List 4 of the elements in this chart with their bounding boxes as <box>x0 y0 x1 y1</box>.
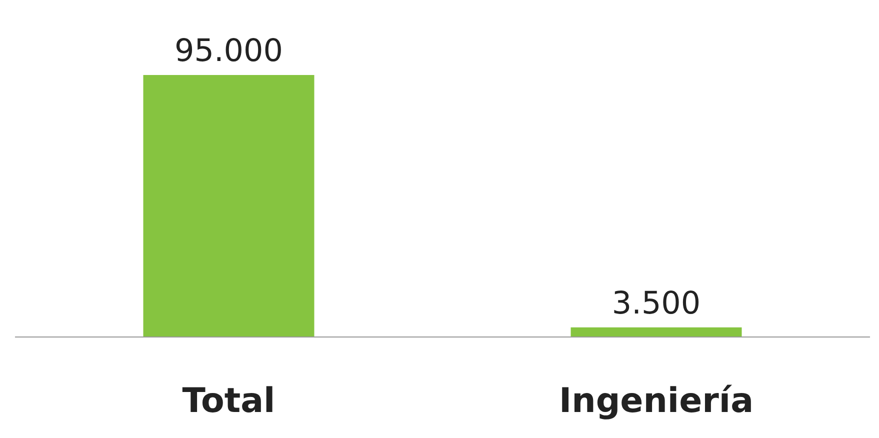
x-tick-label: Total <box>182 381 276 422</box>
data-label: 3.500 <box>612 285 701 322</box>
data-label: 95.000 <box>174 33 283 69</box>
x-tick-label: Ingeniería <box>558 381 754 422</box>
